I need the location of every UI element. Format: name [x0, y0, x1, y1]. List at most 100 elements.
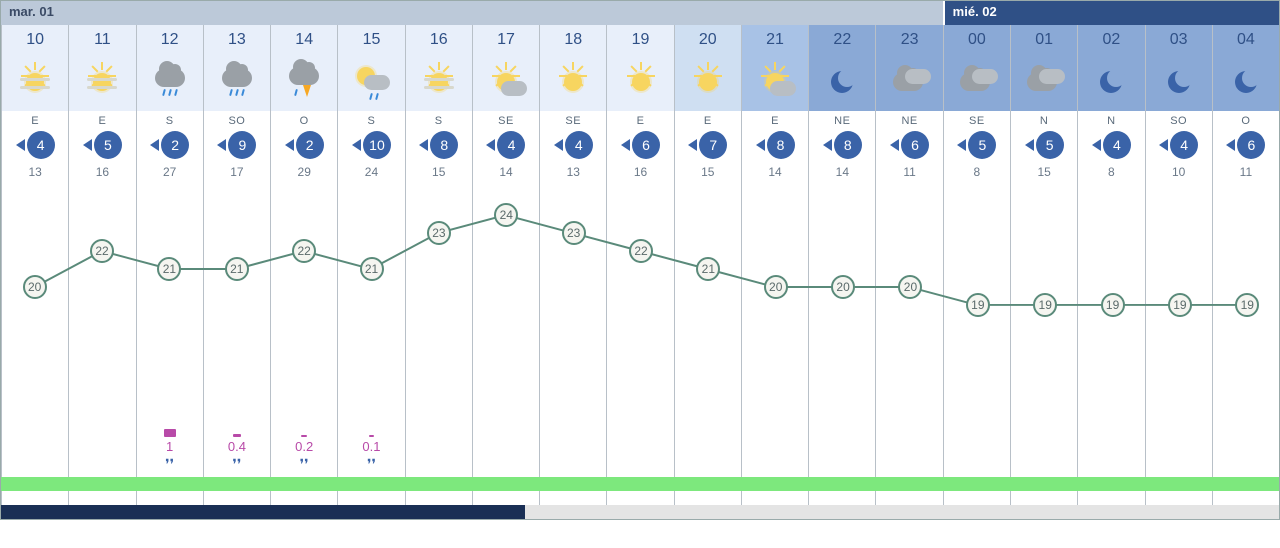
- wind-direction: SO: [228, 115, 245, 127]
- weather-icon: [338, 53, 404, 111]
- hour-column[interactable]: 03 SO 4 10: [1145, 25, 1212, 505]
- precip-bar: [369, 435, 374, 437]
- wind-arrow-icon: [1025, 139, 1034, 151]
- hour-column[interactable]: 02 N 4 8: [1077, 25, 1144, 505]
- wind-badge: 2: [296, 131, 324, 159]
- weather-icon: [540, 53, 606, 111]
- wind-gust: 11: [903, 165, 915, 179]
- precip-bar: [301, 435, 307, 437]
- rain-drops-icon: ❜❜: [300, 456, 309, 473]
- wind-direction: O: [300, 115, 309, 127]
- precip-block: 0.2 ❜❜: [271, 435, 337, 473]
- hour-label: 18: [540, 25, 606, 53]
- hour-column[interactable]: 22 NE 8 14: [808, 25, 875, 505]
- temp-node: 20: [831, 275, 855, 299]
- wind-arrow-icon: [890, 139, 899, 151]
- hour-column[interactable]: 18 SE 4 13: [539, 25, 606, 505]
- hour-column[interactable]: 11 E 5 16: [68, 25, 135, 505]
- hour-label: 20: [675, 25, 741, 53]
- temp-node: 20: [23, 275, 47, 299]
- hour-label: 22: [809, 25, 875, 53]
- wind-arrow-icon: [486, 139, 495, 151]
- time-scrollbar[interactable]: [1, 505, 1279, 519]
- hour-column[interactable]: 04 O 6 11: [1212, 25, 1279, 505]
- hour-label: 00: [944, 25, 1010, 53]
- wind-speed: 5: [1025, 131, 1064, 159]
- wind-speed: 2: [285, 131, 324, 159]
- wind-arrow-icon: [1226, 139, 1235, 151]
- wind-gust: 29: [298, 165, 311, 179]
- wind-arrow-icon: [621, 139, 630, 151]
- hour-column[interactable]: 00 SE 5 8: [943, 25, 1010, 505]
- wind-gust: 13: [567, 165, 580, 179]
- hour-label: 21: [742, 25, 808, 53]
- hour-label: 14: [271, 25, 337, 53]
- hour-column[interactable]: 14 O 2 29 0.2 ❜❜: [270, 25, 337, 505]
- wind-badge: 8: [430, 131, 458, 159]
- wind-arrow-icon: [352, 139, 361, 151]
- hour-label: 10: [2, 25, 68, 53]
- weather-icon: [1078, 53, 1144, 111]
- weather-icon: [204, 53, 270, 111]
- wind-direction: SO: [1170, 115, 1187, 127]
- weather-icon: [742, 53, 808, 111]
- hour-column[interactable]: 10 E 4 13: [1, 25, 68, 505]
- wind-badge: 5: [1036, 131, 1064, 159]
- wind-badge: 2: [161, 131, 189, 159]
- wind-speed: 8: [756, 131, 795, 159]
- forecast-columns: 10 E 4 13 20 11 E 5 16 22 12 S 2 2 7 1 ❜❜: [1, 25, 1279, 505]
- weather-icon: [675, 53, 741, 111]
- hour-label: 01: [1011, 25, 1077, 53]
- wind-speed: 10: [352, 131, 391, 159]
- hour-column[interactable]: 23 NE 6 11: [875, 25, 942, 505]
- precip-value: 0.4: [228, 439, 246, 454]
- wind-badge: 4: [1170, 131, 1198, 159]
- rain-drops-icon: ❜❜: [232, 456, 241, 473]
- hour-column[interactable]: 01 N 5 15: [1010, 25, 1077, 505]
- wind-speed: 4: [1092, 131, 1131, 159]
- wind-gust: 15: [432, 165, 445, 179]
- wind-speed: 9: [217, 131, 256, 159]
- wind-direction: S: [435, 115, 443, 127]
- wind-arrow-icon: [83, 139, 92, 151]
- hour-column[interactable]: 16 S 8 15: [405, 25, 472, 505]
- temp-node: 21: [225, 257, 249, 281]
- weather-icon: [473, 53, 539, 111]
- temp-node: 22: [90, 239, 114, 263]
- day-label-1: mar. 01: [1, 1, 943, 25]
- wind-arrow-icon: [419, 139, 428, 151]
- wind-direction: SE: [565, 115, 581, 127]
- scrollbar-thumb[interactable]: [1, 505, 525, 519]
- wind-arrow-icon: [957, 139, 966, 151]
- day-label-2: mié. 02: [943, 1, 1279, 25]
- wind-gust: 15: [1037, 165, 1050, 179]
- hour-label: 23: [876, 25, 942, 53]
- temp-node: 21: [360, 257, 384, 281]
- wind-badge: 6: [901, 131, 929, 159]
- wind-badge: 4: [565, 131, 593, 159]
- weather-icon: [1011, 53, 1077, 111]
- temp-node: 19: [966, 293, 990, 317]
- wind-badge: 6: [1237, 131, 1265, 159]
- wind-speed: 5: [957, 131, 996, 159]
- weather-icon: [1213, 53, 1279, 111]
- hour-label: 12: [137, 25, 203, 53]
- wind-direction: E: [31, 115, 39, 127]
- wind-badge: 8: [767, 131, 795, 159]
- weather-icon: [607, 53, 673, 111]
- hour-label: 16: [406, 25, 472, 53]
- temp-node: 20: [764, 275, 788, 299]
- wind-badge: 10: [363, 131, 391, 159]
- hour-label: 04: [1213, 25, 1279, 53]
- precip-value: 0.1: [362, 439, 380, 454]
- hour-label: 03: [1146, 25, 1212, 53]
- wind-direction: E: [98, 115, 106, 127]
- hour-column[interactable]: 19 E 6 16: [606, 25, 673, 505]
- temp-node: 19: [1235, 293, 1259, 317]
- hour-column[interactable]: 21 E 8 14: [741, 25, 808, 505]
- wind-speed: 7: [688, 131, 727, 159]
- hour-column[interactable]: 17 SE 4 14: [472, 25, 539, 505]
- wind-arrow-icon: [756, 139, 765, 151]
- wind-badge: 6: [632, 131, 660, 159]
- precip-block: 1 ❜❜: [137, 429, 203, 473]
